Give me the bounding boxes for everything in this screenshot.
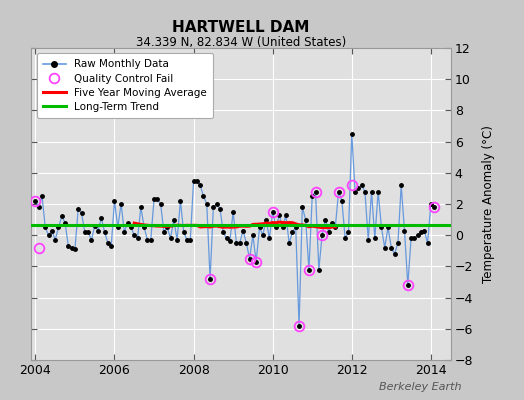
Y-axis label: Temperature Anomaly (°C): Temperature Anomaly (°C) xyxy=(482,125,495,283)
Text: HARTWELL DAM: HARTWELL DAM xyxy=(172,20,310,35)
Legend: Raw Monthly Data, Quality Control Fail, Five Year Moving Average, Long-Term Tren: Raw Monthly Data, Quality Control Fail, … xyxy=(37,53,213,118)
Text: Berkeley Earth: Berkeley Earth xyxy=(379,382,461,392)
Text: 34.339 N, 82.834 W (United States): 34.339 N, 82.834 W (United States) xyxy=(136,36,346,49)
